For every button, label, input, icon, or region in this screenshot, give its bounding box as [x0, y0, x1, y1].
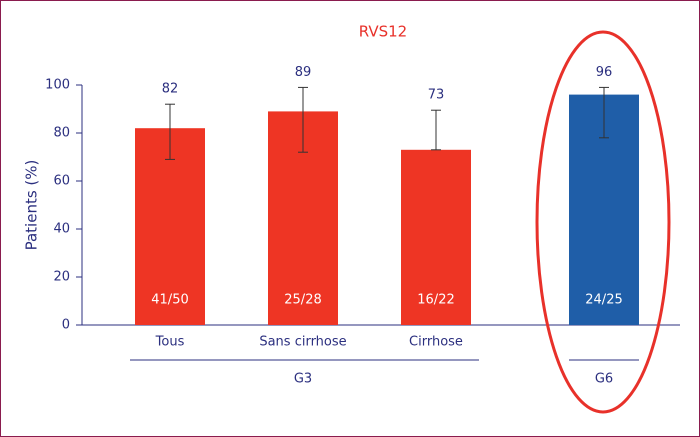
x-tick-label: Sans cirrhose	[259, 335, 346, 350]
highlight-ellipse	[535, 30, 671, 414]
value-label: 82	[162, 82, 179, 97]
y-tick-label: 100	[45, 78, 70, 93]
x-tick-label: Tous	[155, 335, 185, 350]
count-label: 24/25	[585, 293, 622, 308]
count-label: 25/28	[284, 293, 321, 308]
value-label: 96	[596, 65, 613, 80]
value-label: 73	[428, 88, 445, 103]
x-tick-label: Cirrhose	[409, 335, 463, 350]
value-label: 89	[295, 65, 312, 80]
bar	[401, 149, 471, 325]
bar	[135, 128, 205, 325]
y-tick-label: 80	[53, 126, 70, 141]
group-label: G3	[294, 372, 312, 387]
y-tick-label: 20	[53, 270, 70, 285]
chart-title: RVS12	[359, 23, 407, 41]
y-tick-label: 40	[53, 222, 70, 237]
count-label: 16/22	[417, 293, 454, 308]
y-tick-label: 0	[62, 318, 70, 333]
group-label: G6	[595, 372, 613, 387]
y-tick-label: 60	[53, 174, 70, 189]
count-label: 41/50	[151, 293, 188, 308]
y-axis-label: Patients (%)	[23, 160, 41, 251]
